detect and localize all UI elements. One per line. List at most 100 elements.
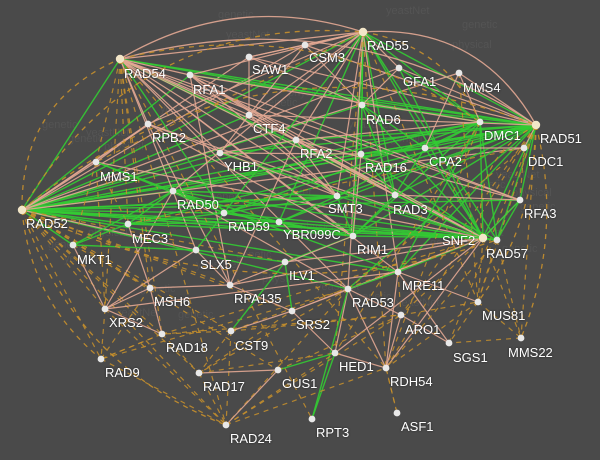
graph-edge: [295, 121, 481, 141]
graph-edge: [295, 139, 396, 196]
graph-node-rad6[interactable]: [358, 101, 366, 109]
graph-edge: [21, 209, 106, 310]
graph-node-mms22[interactable]: [517, 334, 525, 342]
graph-edge: [347, 288, 402, 316]
graph-node-rad9[interactable]: [97, 355, 105, 363]
graph-node-saw1[interactable]: [245, 53, 253, 61]
graph-node-mus81[interactable]: [474, 298, 482, 306]
graph-node-slx5[interactable]: [192, 246, 200, 254]
graph-node-smt3[interactable]: [333, 192, 341, 200]
graph-node-rdh54[interactable]: [382, 364, 390, 372]
graph-edge: [284, 261, 293, 312]
graph-node-rad53[interactable]: [344, 285, 352, 293]
graph-edge: [362, 31, 481, 123]
graph-node-hed1[interactable]: [331, 349, 339, 357]
graph-edge: [72, 244, 106, 310]
graph-edge: [127, 223, 484, 239]
graph-edge: [458, 72, 479, 303]
graph-edge: [21, 72, 460, 211]
watermark-text: yeastNet: [226, 29, 269, 41]
graph-node-aro1[interactable]: [397, 311, 405, 319]
graph-edge: [225, 369, 279, 426]
graph-node-rpa135[interactable]: [226, 281, 234, 289]
graph-node-snf2[interactable]: [478, 233, 488, 243]
graph-node-rad52[interactable]: [17, 205, 27, 215]
graph-edge: [397, 271, 450, 344]
graph-edge: [397, 271, 479, 303]
graph-node-rpt3[interactable]: [308, 415, 316, 423]
graph-node-rad51[interactable]: [531, 120, 541, 130]
graph-node-gfa1[interactable]: [395, 64, 403, 72]
graph-node-rad54[interactable]: [115, 54, 125, 64]
watermark-text: genetic: [356, 291, 392, 303]
watermark-text: yeastNet: [386, 5, 429, 17]
graph-node-sgs1[interactable]: [445, 339, 453, 347]
graph-edge: [189, 31, 364, 76]
graph-node-rad17[interactable]: [195, 369, 203, 377]
graph-node-rad50[interactable]: [169, 187, 177, 195]
graph-edge: [95, 161, 484, 239]
graph-node-xrs2[interactable]: [101, 305, 109, 313]
graph-edge: [347, 124, 537, 290]
graph-edge: [229, 284, 293, 312]
graph-edge: [147, 31, 364, 125]
graph-node-ctf4[interactable]: [245, 111, 253, 119]
graph-node-rad57[interactable]: [493, 236, 501, 244]
graph-node-ilv1[interactable]: [281, 258, 289, 266]
graph-edge: [248, 44, 306, 58]
graph-node-rad3[interactable]: [391, 191, 399, 199]
graph-node-rpb2[interactable]: [144, 120, 152, 128]
graph-edge: [448, 301, 479, 344]
graph-node-rfa3[interactable]: [516, 196, 524, 204]
graph-node-mms4[interactable]: [455, 69, 463, 77]
graph-node-rfa2[interactable]: [292, 136, 300, 144]
graph-node-dmc1[interactable]: [476, 118, 484, 126]
graph-edge: [21, 209, 102, 360]
graph-edge: [219, 152, 484, 239]
graph-edge: [161, 333, 200, 374]
graph-node-mkt1[interactable]: [69, 241, 77, 249]
graph-edge: [95, 161, 106, 310]
graph-edge: [394, 147, 426, 196]
graph-edge: [119, 58, 349, 290]
graph-edge: [477, 239, 498, 303]
graph-node-rad18[interactable]: [158, 330, 166, 338]
graph-node-mec3[interactable]: [124, 220, 132, 228]
graph-edge: [172, 190, 399, 273]
graph-edge: [198, 288, 349, 374]
graph-node-csm3[interactable]: [301, 41, 309, 49]
graph-edge: [119, 58, 498, 241]
graph-node-yhb1[interactable]: [216, 149, 224, 157]
graph-node-ybr099c[interactable]: [275, 218, 283, 226]
graph-node-rad24[interactable]: [222, 421, 230, 429]
graph-node-srs2[interactable]: [288, 307, 296, 315]
graph-node-mre11[interactable]: [394, 268, 402, 276]
graph-edge: [119, 58, 149, 125]
graph-node-cst9[interactable]: [227, 327, 235, 335]
graph-node-rad55[interactable]: [358, 27, 368, 37]
graph-node-msh6[interactable]: [146, 284, 154, 292]
graph-edge: [385, 239, 498, 369]
graph-node-rad59[interactable]: [220, 209, 228, 217]
graph-edge: [304, 44, 363, 106]
graph-edge: [336, 195, 484, 239]
graph-edge: [385, 121, 481, 369]
watermark-text: physical: [452, 39, 492, 51]
graph-node-rfa1[interactable]: [186, 71, 194, 79]
graph-node-mms1[interactable]: [92, 158, 100, 166]
graph-edge: [458, 72, 481, 123]
graph-node-ddc1[interactable]: [520, 144, 528, 152]
graph-node-asf1[interactable]: [393, 409, 401, 417]
graph-edge: [347, 288, 387, 369]
graph-node-rim1[interactable]: [349, 232, 357, 240]
graph-edge: [400, 314, 450, 344]
graph-edge: [347, 271, 399, 290]
graph-node-cpa2[interactable]: [421, 144, 429, 152]
graph-node-rad16[interactable]: [357, 150, 365, 158]
graph-edge: [21, 74, 191, 211]
graph-node-gus1[interactable]: [274, 366, 282, 374]
graph-edge: [147, 123, 338, 197]
graph-edge-curved: [477, 124, 537, 303]
